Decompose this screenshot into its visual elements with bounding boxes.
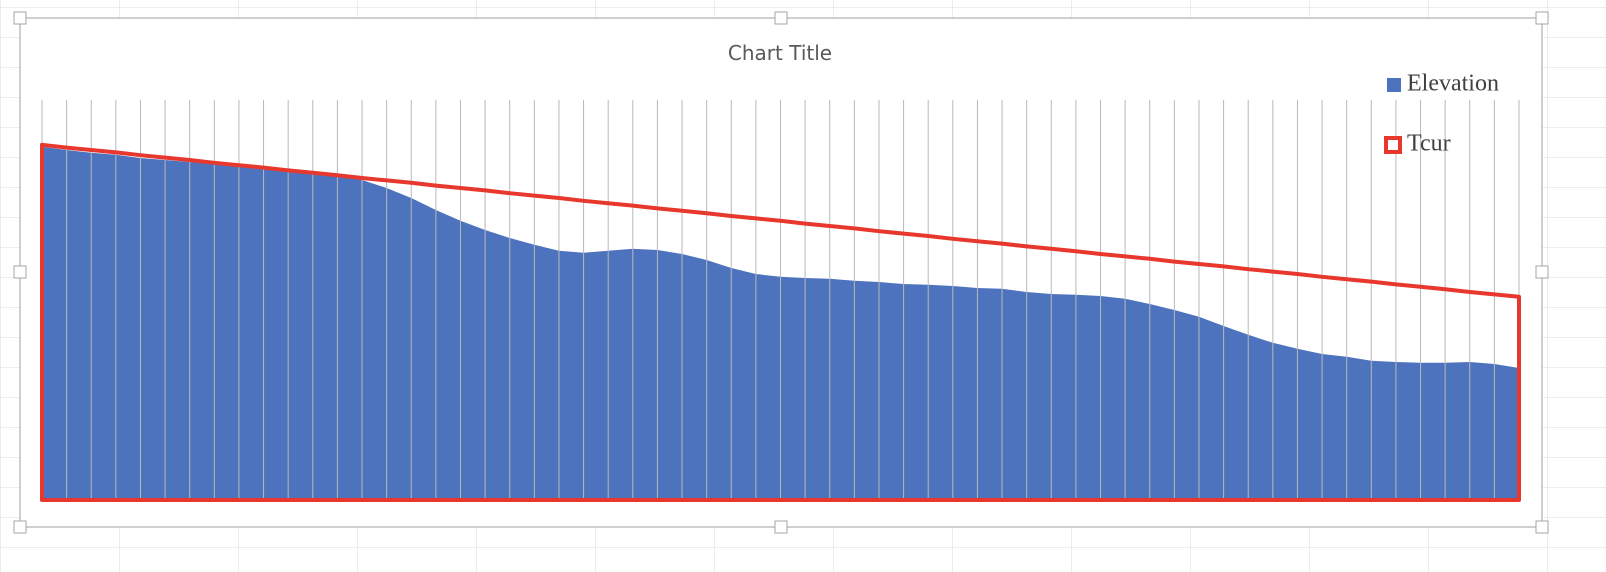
legend-label: Tcur — [1407, 131, 1451, 157]
handles — [13, 11, 1549, 534]
legend-label: Elevation — [1407, 71, 1499, 97]
plot — [40, 100, 1521, 502]
legend-swatch — [1384, 136, 1402, 154]
chart-title: Chart Title — [728, 41, 832, 65]
area-outline — [40, 142, 1521, 502]
legend-swatch — [1387, 78, 1401, 92]
legend: Elevation Tcur — [1384, 71, 1499, 157]
